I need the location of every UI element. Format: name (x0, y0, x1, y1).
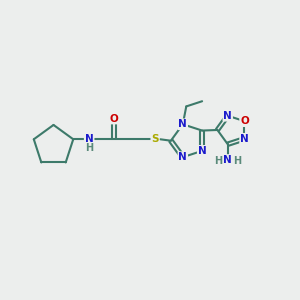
Text: H: H (233, 156, 241, 166)
Text: N: N (224, 111, 232, 121)
Text: S: S (151, 134, 159, 144)
Text: N: N (240, 134, 249, 144)
Text: O: O (240, 116, 249, 126)
Text: N: N (178, 152, 187, 162)
Text: N: N (178, 119, 187, 129)
Text: N: N (224, 155, 232, 165)
Text: H: H (214, 156, 223, 166)
Text: O: O (109, 113, 118, 124)
Text: H: H (85, 143, 93, 154)
Text: N: N (85, 134, 94, 144)
Text: N: N (198, 146, 206, 156)
